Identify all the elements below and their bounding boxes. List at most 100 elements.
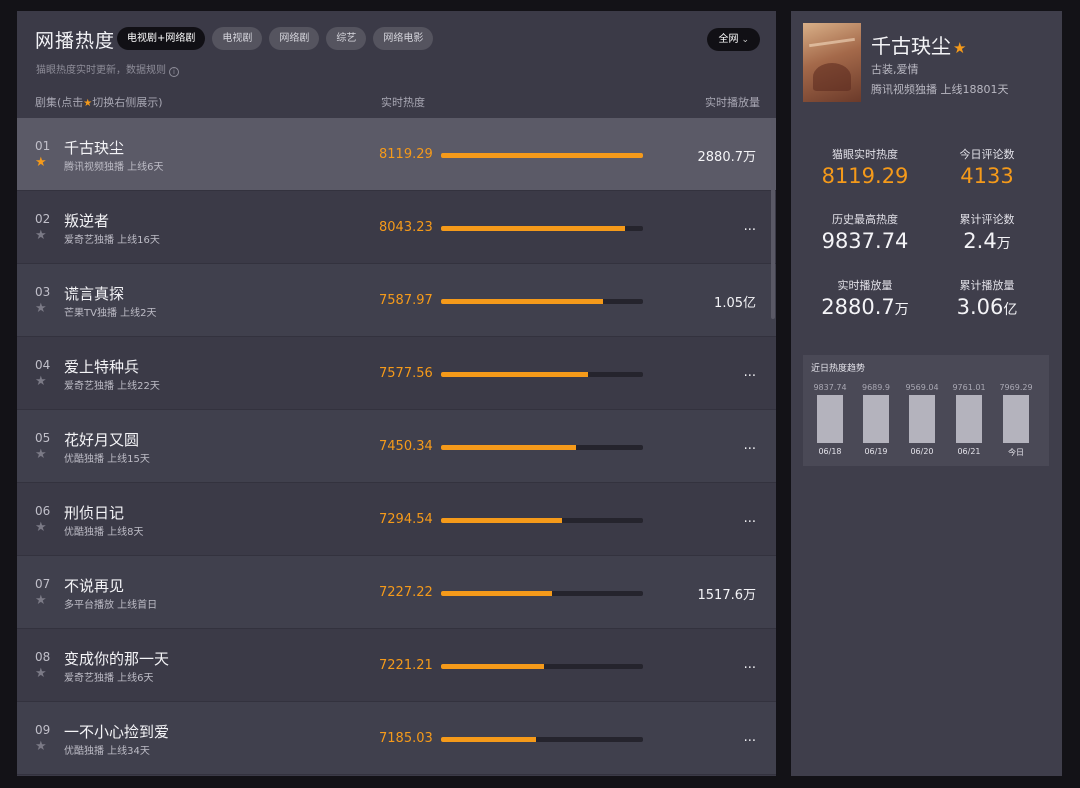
stat-total-plays: 累计播放量 3.06亿 bbox=[927, 277, 1047, 319]
tab-variety[interactable]: 综艺 bbox=[326, 27, 367, 50]
heat-bar-fill bbox=[441, 518, 563, 523]
heat-bar-fill bbox=[441, 226, 625, 231]
star-icon: ★ bbox=[83, 98, 93, 109]
row-plays: 1.05亿 bbox=[714, 296, 756, 311]
info-icon[interactable]: i bbox=[169, 67, 179, 77]
stat-label: 今日评论数 bbox=[959, 148, 1015, 161]
trend-bar bbox=[817, 395, 843, 443]
row-plays: 1517.6万 bbox=[697, 588, 757, 603]
detail-genre: 古装,爱情 bbox=[871, 63, 919, 76]
stat-value: 2880.7万 bbox=[805, 295, 925, 319]
row-title: 不说再见 bbox=[64, 577, 125, 595]
stat-value: 9837.74 bbox=[805, 229, 925, 253]
show-poster bbox=[803, 23, 861, 102]
star-icon[interactable]: ★ bbox=[35, 593, 47, 608]
row-heat: 7227.22 bbox=[379, 585, 433, 600]
row-title: 千古玦尘 bbox=[64, 139, 125, 157]
update-note-text: 猫眼热度实时更新，数据规则 bbox=[36, 65, 166, 76]
row-heat: 7294.54 bbox=[379, 512, 433, 527]
trend-column: 9837.74 06/18 bbox=[811, 383, 849, 456]
table-row[interactable]: 06 ★ 刑侦日记 优酷独播 上线8天 7294.54 ... bbox=[17, 483, 776, 556]
row-rank: 09 bbox=[35, 723, 51, 737]
column-heat: 实时热度 bbox=[381, 96, 425, 109]
trend-date: 06/18 bbox=[818, 447, 842, 456]
table-row[interactable]: 05 ★ 花好月又圆 优酷独播 上线15天 7450.34 ... bbox=[17, 410, 776, 483]
stat-number: 4133 bbox=[960, 164, 1014, 188]
row-heat: 8119.29 bbox=[379, 147, 433, 162]
row-meta: 腾讯视频独播 上线6天 bbox=[64, 162, 164, 173]
heat-bar-fill bbox=[441, 299, 603, 304]
star-icon[interactable]: ★ bbox=[35, 739, 47, 754]
row-plays: ... bbox=[743, 511, 756, 526]
star-icon[interactable]: ★ bbox=[35, 301, 47, 316]
table-row[interactable]: 02 ★ 叛逆者 爱奇艺独播 上线16天 8043.23 ... bbox=[17, 191, 776, 264]
trend-value: 9569.04 bbox=[905, 383, 939, 392]
column-show-suffix: 切换右侧展示) bbox=[92, 96, 163, 109]
page-title: 网播热度 bbox=[35, 30, 116, 52]
stat-value: 4133 bbox=[927, 164, 1047, 188]
table-row[interactable]: 04 ★ 爱上特种兵 爱奇艺独播 上线22天 7577.56 ... bbox=[17, 337, 776, 410]
row-meta: 爱奇艺独播 上线22天 bbox=[64, 381, 160, 392]
row-rank: 05 bbox=[35, 431, 51, 445]
tab-tv-web-series[interactable]: 电视剧+网络剧 bbox=[117, 27, 206, 50]
star-icon[interactable]: ★ bbox=[35, 520, 47, 535]
star-icon[interactable]: ★ bbox=[35, 155, 47, 170]
trend-date: 06/20 bbox=[910, 447, 934, 456]
heat-bar-fill bbox=[441, 445, 577, 450]
stat-unit: 万 bbox=[996, 236, 1011, 252]
trend-bar bbox=[1003, 395, 1029, 443]
heat-bar bbox=[441, 153, 643, 158]
heat-bar-fill bbox=[441, 372, 589, 377]
stat-value: 8119.29 bbox=[805, 164, 925, 188]
row-title: 叛逆者 bbox=[64, 212, 110, 230]
table-row[interactable]: 07 ★ 不说再见 多平台播放 上线首日 7227.22 1517.6万 bbox=[17, 556, 776, 629]
row-meta: 多平台播放 上线首日 bbox=[64, 600, 158, 611]
list-scrollbar[interactable] bbox=[771, 119, 775, 319]
row-plays: 2880.7万 bbox=[697, 150, 757, 165]
stat-label: 猫眼实时热度 bbox=[832, 148, 898, 161]
stat-number: 9837.74 bbox=[821, 229, 909, 253]
star-icon[interactable]: ★ bbox=[35, 374, 47, 389]
stat-unit: 亿 bbox=[1003, 302, 1018, 318]
table-row[interactable]: 08 ★ 变成你的那一天 爱奇艺独播 上线6天 7221.21 ... bbox=[17, 629, 776, 702]
star-icon[interactable]: ★ bbox=[35, 228, 47, 243]
tab-web-series[interactable]: 网络剧 bbox=[269, 27, 320, 50]
heat-bar-fill bbox=[441, 591, 553, 596]
stat-realtime-plays: 实时播放量 2880.7万 bbox=[805, 277, 925, 319]
detail-platform: 腾讯视频独播 上线18801天 bbox=[871, 83, 1009, 96]
region-dropdown[interactable]: 全网 ⌄ bbox=[707, 28, 760, 51]
table-row[interactable]: 01 ★ 千古玦尘 腾讯视频独播 上线6天 8119.29 2880.7万 bbox=[17, 118, 776, 191]
table-row[interactable]: 09 ★ 一不小心捡到爱 优酷独播 上线34天 7185.03 ... bbox=[17, 702, 776, 775]
stat-label: 历史最高热度 bbox=[832, 213, 898, 226]
row-plays: ... bbox=[743, 730, 756, 745]
stat-number: 2880.7 bbox=[821, 295, 895, 319]
star-icon[interactable]: ★ bbox=[35, 666, 47, 681]
table-row[interactable]: 03 ★ 谎言真探 芒果TV独播 上线2天 7587.97 1.05亿 bbox=[17, 264, 776, 337]
star-icon[interactable]: ★ bbox=[35, 447, 47, 462]
ranking-header: 网播热度 电视剧+网络剧 电视剧 网络剧 综艺 网络电影 全网 ⌄ 猫眼热度实时更… bbox=[17, 11, 776, 86]
trend-bar bbox=[863, 395, 889, 443]
heat-bar bbox=[441, 664, 643, 669]
row-title: 变成你的那一天 bbox=[64, 650, 170, 668]
chevron-down-icon: ⌄ bbox=[741, 35, 749, 45]
trend-column: 9689.9 06/19 bbox=[857, 383, 895, 456]
trend-column: 7969.29 今日 bbox=[997, 383, 1035, 458]
row-rank: 02 bbox=[35, 212, 51, 226]
detail-title: 千古玦尘 ★ bbox=[871, 30, 966, 59]
trend-date: 今日 bbox=[1008, 448, 1024, 457]
row-heat: 7221.21 bbox=[379, 658, 433, 673]
stat-number: 2.4 bbox=[963, 229, 997, 253]
column-headers: 剧集(点击★切换右侧展示) 实时热度 实时播放量 bbox=[17, 86, 776, 118]
tab-tv-series[interactable]: 电视剧 bbox=[212, 27, 263, 50]
row-plays: ... bbox=[743, 219, 756, 234]
trend-value: 7969.29 bbox=[999, 383, 1033, 392]
trend-bar bbox=[956, 395, 982, 443]
heat-bar bbox=[441, 299, 643, 304]
update-note: 猫眼热度实时更新，数据规则 i bbox=[36, 61, 179, 77]
trend-bar bbox=[909, 395, 935, 443]
ranking-panel: 网播热度 电视剧+网络剧 电视剧 网络剧 综艺 网络电影 全网 ⌄ 猫眼热度实时更… bbox=[17, 11, 776, 776]
heat-bar bbox=[441, 226, 643, 231]
tab-web-movie[interactable]: 网络电影 bbox=[373, 27, 434, 50]
row-heat: 7185.03 bbox=[379, 731, 433, 746]
poster-art-figure bbox=[813, 63, 851, 91]
